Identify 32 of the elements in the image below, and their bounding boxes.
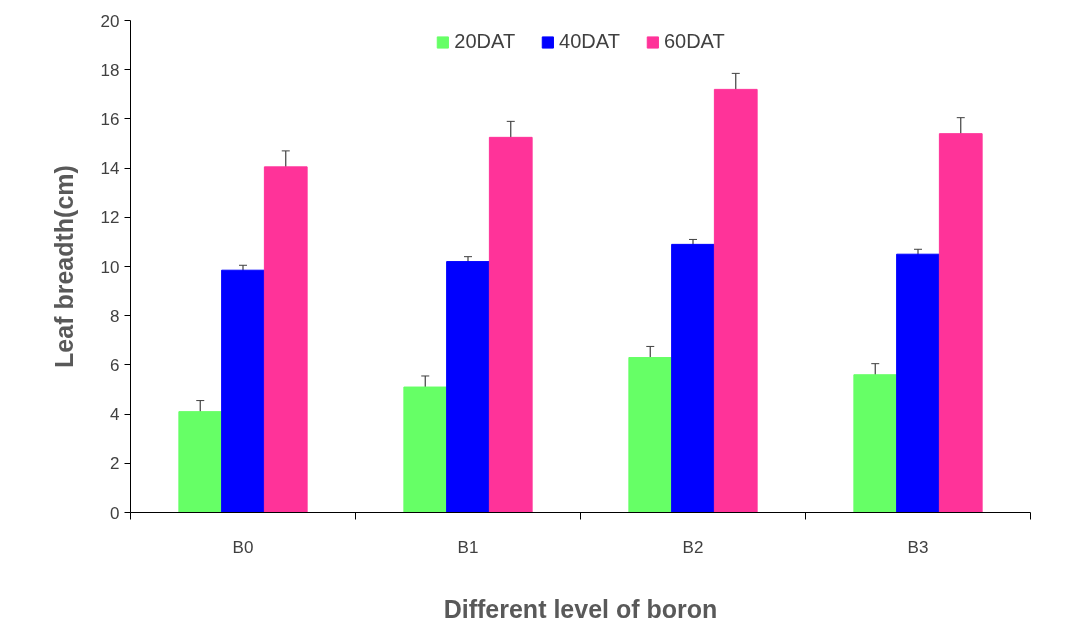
bar [671, 243, 715, 513]
x-tick-label: B3 [907, 537, 929, 557]
bar [853, 374, 898, 513]
y-tick-label: 18 [100, 60, 120, 80]
legend-label: 40DAT [559, 30, 620, 53]
legend-label: 20DAT [454, 30, 516, 53]
bar [221, 269, 265, 513]
bar [628, 357, 673, 513]
y-tick-label: 20 [100, 11, 120, 31]
bar [403, 386, 448, 513]
bar [488, 136, 533, 513]
y-tick-label: 0 [110, 503, 120, 523]
y-tick-label: 8 [110, 306, 120, 326]
y-tick-label: 10 [100, 257, 120, 277]
bar [263, 166, 308, 513]
y-tick-label: 16 [100, 109, 120, 129]
y-tick-label: 4 [110, 405, 120, 425]
y-tick-label: 14 [100, 159, 120, 179]
x-axis-title: Different level of boron [443, 594, 718, 623]
x-tick-label: B0 [232, 537, 254, 557]
bar [713, 88, 758, 513]
bar [178, 411, 223, 513]
y-tick-label: 12 [100, 208, 120, 228]
legend-label: 60DAT [663, 30, 725, 53]
y-tick-label: 2 [110, 454, 120, 474]
bar [938, 133, 983, 513]
y-axis-title: Leaf breadth(cm) [49, 165, 78, 368]
y-tick-label: 6 [110, 355, 120, 375]
bar [896, 253, 940, 513]
x-tick-label: B2 [682, 537, 704, 557]
x-tick-label: B1 [457, 537, 479, 557]
bar [446, 261, 490, 513]
